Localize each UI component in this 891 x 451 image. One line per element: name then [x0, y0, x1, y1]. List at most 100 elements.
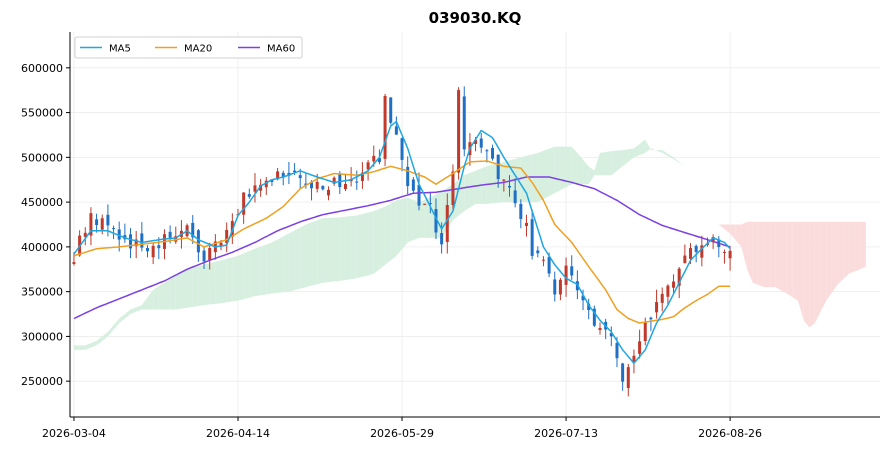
- cloud-segment: [356, 214, 363, 279]
- candle-body: [434, 209, 438, 233]
- candle-body: [259, 184, 263, 191]
- candle-body: [168, 231, 172, 238]
- cloud-segment: [571, 146, 578, 185]
- cloud-segment: [390, 200, 397, 261]
- axes: [69, 32, 880, 418]
- cloud-segment: [611, 150, 617, 176]
- cloud-segment: [283, 233, 289, 293]
- cloud-segment: [226, 257, 233, 303]
- cloud-segment: [701, 197, 708, 212]
- cloud-segment: [362, 212, 369, 277]
- cloud-segment: [809, 221, 815, 328]
- candle-body: [253, 185, 257, 192]
- cloud-segment: [605, 151, 612, 176]
- y-tick-label: 550000: [21, 107, 63, 120]
- cloud-segment: [656, 150, 663, 153]
- cloud-segment: [837, 221, 844, 285]
- cloud-segment: [831, 221, 838, 293]
- candle-body: [276, 171, 280, 180]
- cloud-segment: [622, 149, 629, 167]
- candle-body: [513, 190, 517, 204]
- cloud-segment: [560, 146, 567, 191]
- candle-body: [530, 219, 534, 256]
- candle-body: [343, 183, 347, 190]
- candle-body: [304, 183, 308, 186]
- cloud-segment: [764, 221, 770, 288]
- cloud-segment: [260, 244, 267, 296]
- candle-body: [508, 185, 512, 188]
- candle-body: [694, 245, 698, 252]
- candle-body: [72, 262, 76, 264]
- ma20-line: [73, 160, 731, 324]
- candle-body: [479, 138, 483, 148]
- cloud-segment: [368, 211, 374, 276]
- cloud-segment: [633, 143, 640, 158]
- candle-body: [360, 172, 364, 181]
- candle-body: [406, 166, 410, 187]
- cloud-segment: [600, 151, 606, 176]
- candle-body: [728, 250, 732, 259]
- cloud-segment: [820, 221, 827, 312]
- cloud-segment: [107, 325, 114, 337]
- candle-body: [643, 321, 647, 342]
- candle-body: [389, 97, 393, 123]
- cloud-segment: [317, 218, 323, 285]
- candle-body: [445, 205, 449, 242]
- cloud-segment: [588, 166, 595, 185]
- cloud-segment: [662, 150, 668, 157]
- candle-body: [196, 230, 200, 253]
- cloud-segment: [153, 286, 159, 310]
- candle-body: [270, 179, 274, 182]
- cloud-segment: [843, 221, 849, 280]
- chart-title: 039030.KQ: [429, 9, 522, 27]
- candle-body: [536, 250, 540, 254]
- cloud-segment: [237, 253, 244, 301]
- candle-body: [310, 182, 314, 189]
- cloud-segment: [803, 221, 810, 328]
- y-tick-label: 450000: [21, 196, 63, 209]
- candle-body: [338, 174, 342, 188]
- candle-body: [609, 332, 613, 337]
- legend-box: [74, 36, 303, 59]
- cloud-segment: [266, 242, 272, 295]
- cloud-segment: [294, 227, 301, 291]
- cloud-segment: [594, 152, 601, 176]
- cloud-segment: [249, 248, 255, 298]
- candle-body: [355, 181, 359, 183]
- candle-body: [524, 222, 528, 226]
- cloud-segment: [300, 224, 306, 289]
- candle-body: [519, 203, 523, 219]
- candle-body: [581, 295, 585, 301]
- cloud-segment: [396, 198, 403, 256]
- candle-body: [592, 308, 596, 326]
- cloud-segment: [221, 258, 227, 304]
- cloud-segment: [469, 170, 476, 208]
- candle-body: [553, 279, 557, 295]
- cloud-segment: [628, 148, 634, 162]
- candle-body: [417, 184, 421, 206]
- cloud-segment: [322, 217, 329, 283]
- candle-body: [722, 252, 726, 254]
- cloud-segment: [741, 221, 748, 270]
- cloud-segment: [797, 221, 804, 321]
- candle-body: [587, 303, 591, 311]
- candle-body: [95, 219, 99, 226]
- candle-body: [106, 214, 110, 226]
- candle-body: [428, 203, 432, 205]
- candle-body: [134, 239, 138, 247]
- candle-body: [666, 285, 670, 297]
- candle-body: [423, 203, 427, 205]
- cloud-segment: [209, 261, 216, 305]
- cloud-segment: [73, 345, 80, 350]
- candle-body: [626, 367, 630, 389]
- cloud-segment: [583, 159, 589, 185]
- cloud-segment: [792, 221, 798, 301]
- candle-body: [638, 341, 642, 354]
- cloud-segment: [814, 221, 821, 323]
- candle-body: [711, 236, 715, 243]
- candle-body: [377, 157, 381, 163]
- cloud-segment: [277, 236, 284, 293]
- candle-body: [440, 233, 444, 245]
- cloud-segment: [334, 217, 340, 282]
- moving-average-lines: [73, 120, 731, 365]
